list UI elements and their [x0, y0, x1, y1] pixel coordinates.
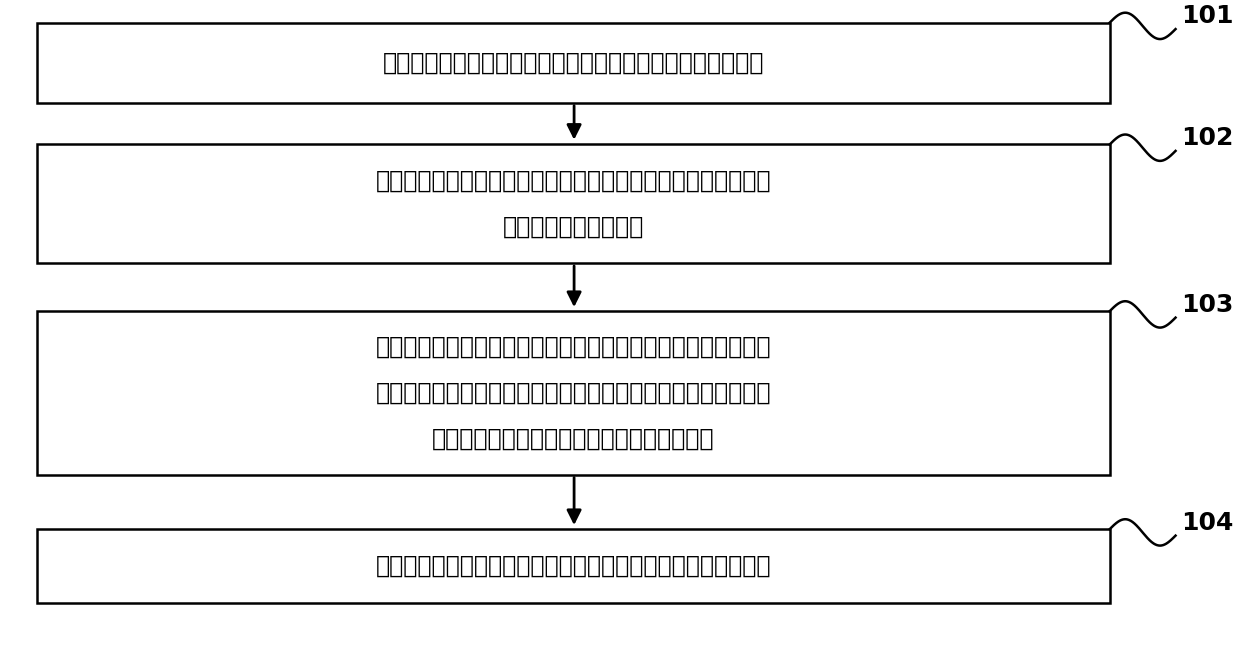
Text: 利用双地层水电阻率模型获取基本解释单元层段的目的储层参数: 利用双地层水电阻率模型获取基本解释单元层段的目的储层参数 [375, 554, 771, 578]
FancyBboxPatch shape [37, 23, 1110, 103]
Text: 对所述基本解释单元层段进行初始条件水淹状况判别，形成初始: 对所述基本解释单元层段进行初始条件水淹状况判别，形成初始 [375, 169, 771, 193]
Text: 对油田全井段进行基本解释单元划分，确定基本解释单元层段: 对油田全井段进行基本解释单元划分，确定基本解释单元层段 [383, 51, 764, 75]
Text: 103: 103 [1182, 293, 1234, 317]
Text: 101: 101 [1182, 5, 1234, 28]
Text: 条件水淹状况判别结果: 条件水淹状况判别结果 [503, 215, 644, 239]
Text: 释单元层段对应的目的储层水淹状况判别结果: 释单元层段对应的目的储层水淹状况判别结果 [432, 427, 715, 451]
Text: 104: 104 [1182, 511, 1234, 535]
Text: 根据所述初始条件水淹状况判别结果，对各基本解释单元层段运: 根据所述初始条件水淹状况判别结果，对各基本解释单元层段运 [375, 335, 771, 359]
FancyBboxPatch shape [37, 529, 1110, 603]
Text: 用状态空间解释模型进行目的储层水淹状况判别，形成各基本解: 用状态空间解释模型进行目的储层水淹状况判别，形成各基本解 [375, 381, 771, 405]
FancyBboxPatch shape [37, 311, 1110, 475]
Text: 102: 102 [1182, 126, 1234, 150]
FancyBboxPatch shape [37, 145, 1110, 263]
